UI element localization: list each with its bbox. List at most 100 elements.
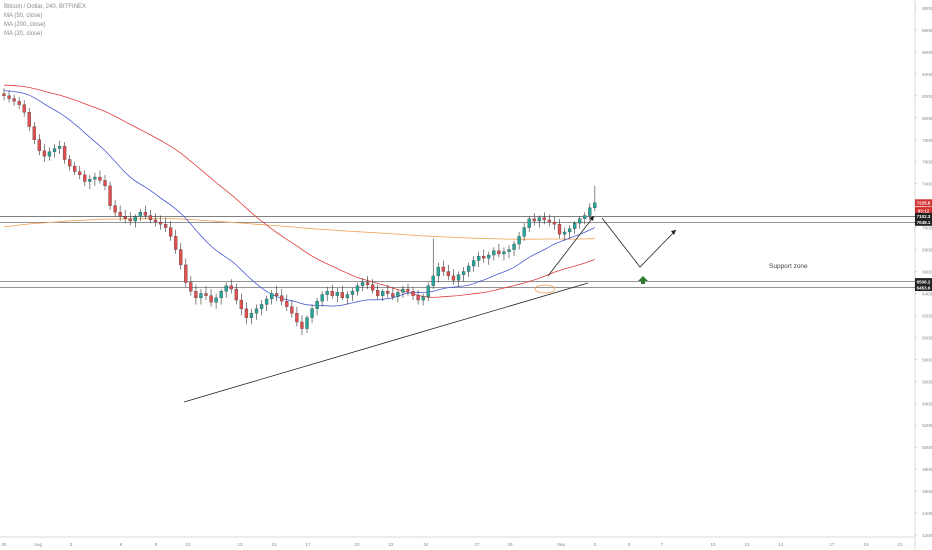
candle — [421, 293, 425, 306]
x-tick-label: 5 — [628, 542, 631, 547]
y-tick-label: 5200.0 — [922, 423, 932, 428]
projection-path[interactable] — [547, 215, 595, 277]
candle — [93, 172, 97, 186]
y-tick-label: 4200.0 — [922, 533, 932, 538]
candle — [466, 262, 471, 277]
candle — [113, 200, 117, 217]
x-tick-label: 17 — [829, 542, 835, 547]
x-tick-label: 12 — [744, 542, 750, 547]
candle — [451, 269, 456, 285]
candle-body-down — [275, 293, 279, 296]
candle — [300, 315, 304, 336]
candle-body-down — [285, 300, 289, 307]
x-tick-label: 14 — [778, 542, 784, 547]
candle — [522, 223, 526, 241]
candle-body-up — [401, 288, 405, 293]
candle — [512, 240, 516, 257]
candle-body-up — [517, 236, 521, 245]
candle-body-down — [12, 98, 16, 102]
candle — [108, 181, 112, 211]
candle-body-up — [219, 291, 223, 299]
y-tick-label: 5000.0 — [922, 445, 932, 450]
candle — [204, 285, 208, 301]
candle-body-down — [163, 224, 168, 228]
y-tick-label: 7600.0 — [922, 160, 932, 165]
candle — [401, 285, 405, 298]
candle — [68, 155, 72, 171]
x-tick-label: 24 — [423, 542, 429, 547]
candle-body-down — [300, 321, 304, 329]
y-tick-label: 8200.0 — [922, 94, 932, 99]
candle — [315, 297, 319, 316]
candle-body-down — [37, 139, 41, 151]
candle — [138, 208, 143, 221]
candle-body-up — [335, 292, 339, 296]
y-tick-label: 4600.0 — [922, 489, 932, 494]
price-tag-label: 6508.2 — [917, 279, 931, 284]
candle-body-up — [593, 202, 597, 208]
y-tick-label: 6800.0 — [922, 248, 932, 253]
y-tick-label: 8000.0 — [922, 116, 932, 121]
support-zone-label: Support zone — [769, 263, 808, 270]
x-tick-label: 30 — [1, 542, 7, 547]
time-axis[interactable]: 30 Aug 3 6 8 10 13 15 17 20 22 24 27 29 Sep 3 5 7 10 12 14 17… — [1, 542, 903, 547]
candle — [174, 229, 178, 254]
candle-body-up — [93, 176, 97, 180]
candle — [133, 214, 137, 228]
price-tag-label: 6453.6 — [917, 285, 931, 290]
y-tick-label: 6200.0 — [922, 313, 932, 318]
candle — [47, 147, 52, 161]
candle — [456, 271, 461, 287]
candle-body-up — [310, 308, 314, 318]
candle-body-down — [27, 112, 31, 127]
y-tick-label: 9000.0 — [922, 6, 932, 11]
candle-body-down — [168, 227, 173, 237]
candle — [57, 140, 62, 155]
indicator-ma200: MA (200, close) — [4, 22, 46, 28]
x-tick-label: 13 — [237, 542, 243, 547]
candle — [340, 285, 345, 301]
candle — [588, 203, 592, 220]
price-axis[interactable]: 9000.0 8800.0 8600.0 8400.0 8200.0 8000.0 7800… — [915, 6, 932, 538]
candle-body-down — [128, 218, 132, 222]
candle-body-down — [78, 171, 82, 176]
price-tag — [915, 212, 932, 220]
candle-body-down — [391, 293, 395, 297]
candle — [330, 284, 334, 299]
candle-body-down — [365, 282, 370, 285]
candle — [593, 185, 597, 212]
arrowhead-icon — [671, 230, 676, 235]
candle — [209, 289, 213, 307]
candle — [62, 141, 67, 164]
price-tag-label: 03:12 — [918, 208, 930, 213]
candle-body-down — [234, 288, 238, 301]
candle-body-up — [502, 251, 506, 255]
candle — [537, 215, 541, 228]
x-tick-label: Sep — [557, 542, 566, 547]
candle-body-up — [52, 148, 57, 152]
candle — [275, 285, 279, 302]
candle — [285, 294, 289, 312]
x-tick-label: 8 — [155, 542, 158, 547]
trend-line[interactable] — [183, 282, 589, 403]
candle-body-down — [22, 104, 26, 113]
candle — [239, 293, 244, 316]
projection-zigzag[interactable] — [601, 217, 677, 268]
candle — [477, 251, 481, 268]
y-tick-label: 6000.0 — [922, 335, 932, 340]
candle-body-down — [330, 291, 334, 296]
candle — [507, 245, 511, 259]
up-arrow-icon — [638, 276, 648, 284]
candle — [219, 289, 223, 305]
candle-body-up — [492, 250, 496, 256]
candle-body-down — [451, 275, 456, 281]
candle-body-down — [184, 264, 188, 283]
candle — [234, 283, 238, 305]
candle-body-down — [386, 291, 390, 294]
candle-body-down — [7, 95, 11, 99]
candle — [441, 260, 446, 276]
candle-body-up — [421, 296, 425, 301]
candle-body-up — [88, 179, 92, 182]
